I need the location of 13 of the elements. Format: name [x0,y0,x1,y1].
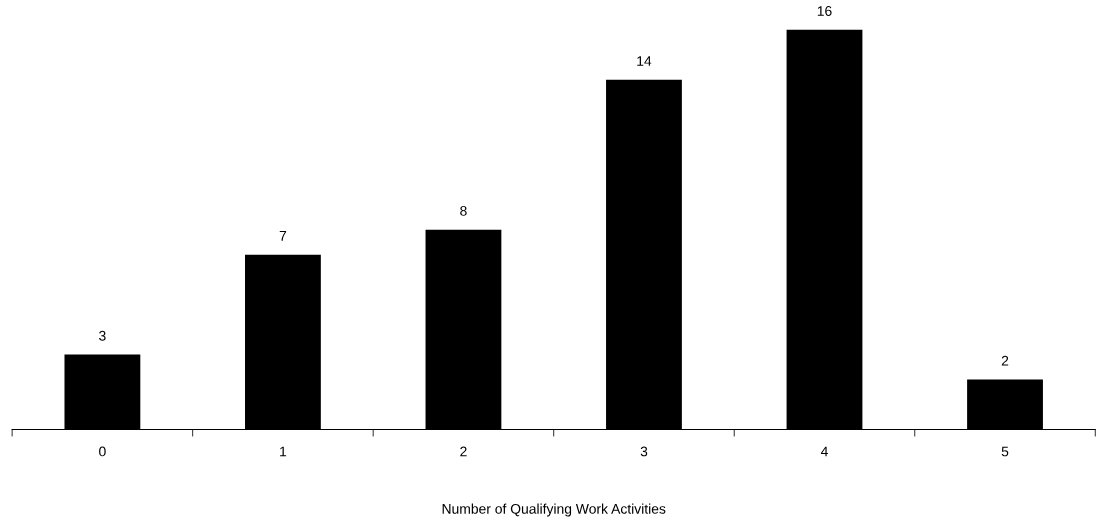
x-axis-title: Number of Qualifying Work Activities [442,503,666,517]
data-label: 3 [99,330,106,341]
data-label: 8 [460,205,467,216]
x-tick-label: 1 [280,446,287,457]
data-label: 2 [1001,355,1009,366]
x-tick-label: 0 [99,446,106,457]
x-tick-label: 2 [460,446,467,457]
data-label: 16 [817,6,832,16]
data-label: 14 [637,56,652,66]
x-tick-label: 3 [640,446,648,457]
data-label: 7 [279,231,287,241]
x-tick-label: 5 [1001,446,1009,457]
x-tick-label: 4 [820,446,828,457]
